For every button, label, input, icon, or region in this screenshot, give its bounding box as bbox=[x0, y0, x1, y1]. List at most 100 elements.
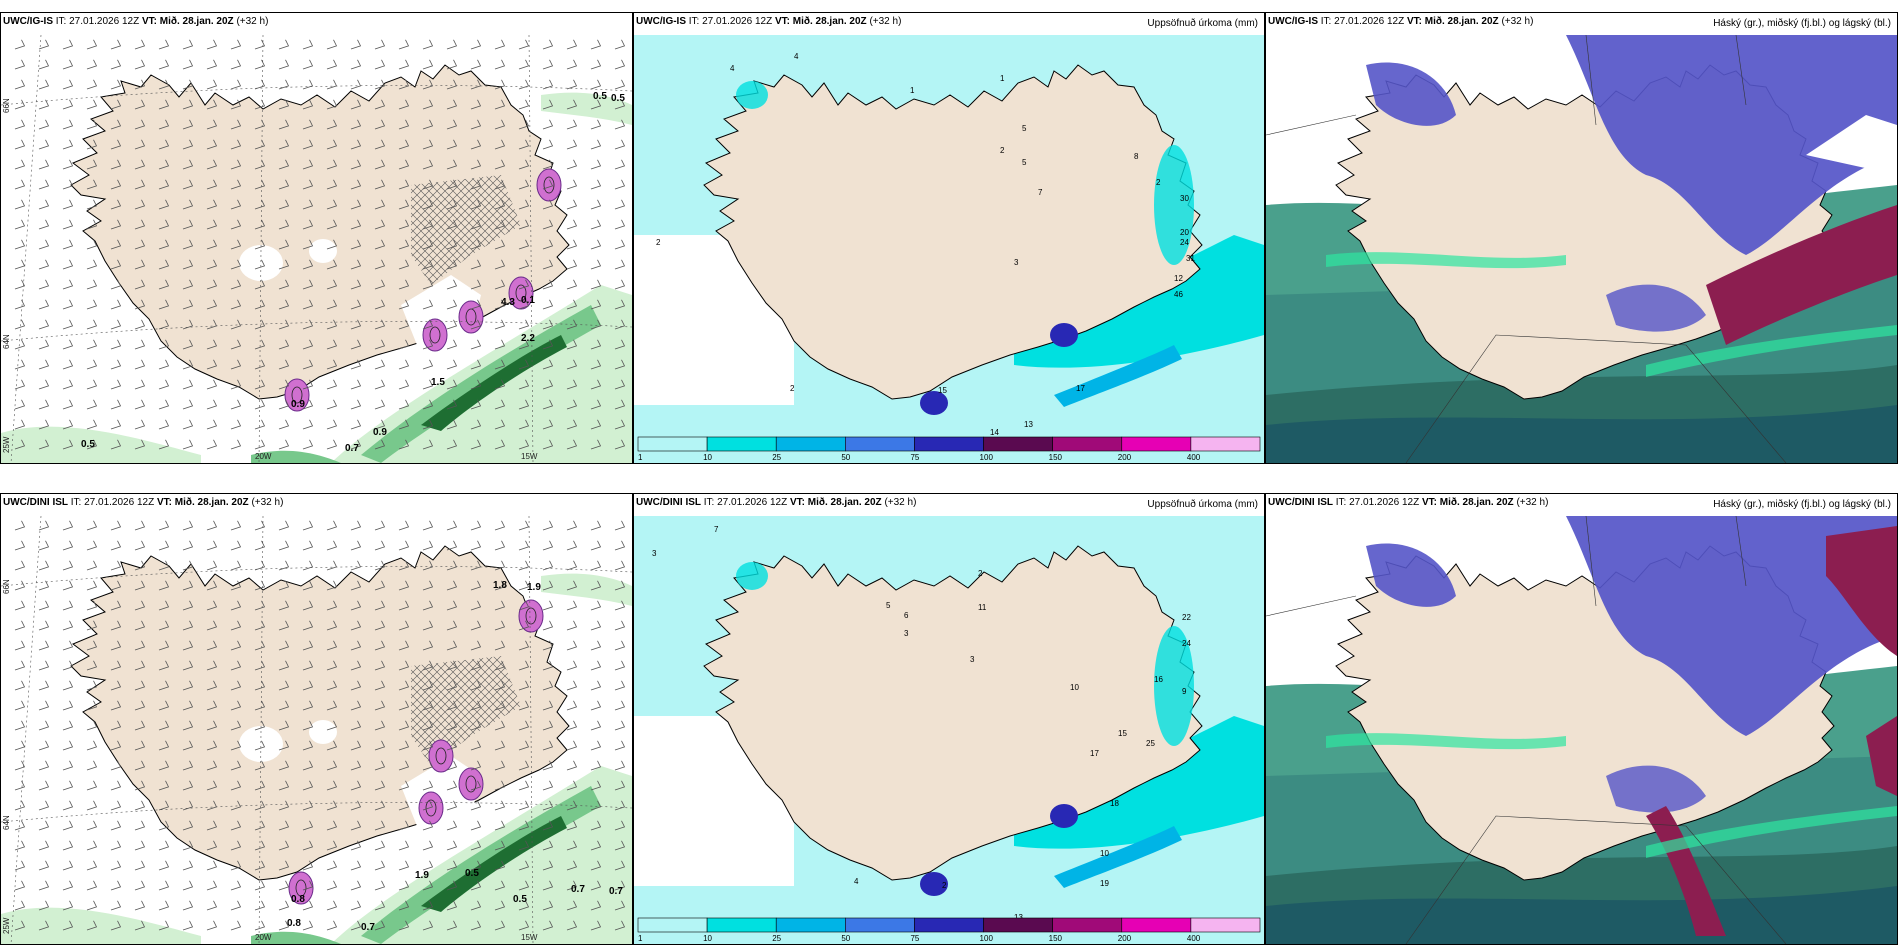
wind-barb bbox=[614, 219, 626, 230]
axis-label-66n: 66N bbox=[2, 98, 11, 113]
wind-barb bbox=[590, 159, 602, 170]
wind-barb bbox=[254, 780, 266, 791]
wind-barb bbox=[206, 680, 218, 691]
wind-barb bbox=[182, 740, 194, 751]
axis-label-25w: 25W bbox=[2, 917, 11, 934]
wind-barb bbox=[134, 760, 146, 771]
wind-barb bbox=[446, 139, 458, 150]
wind-barb bbox=[134, 640, 146, 651]
wind-barb bbox=[590, 560, 602, 571]
wind-barb bbox=[134, 880, 146, 891]
wind-barb bbox=[62, 800, 74, 811]
wind-barb bbox=[566, 800, 578, 811]
wind-barb bbox=[110, 259, 122, 270]
lat-line-64 bbox=[1, 321, 632, 342]
wind-barb bbox=[86, 319, 98, 330]
wind-barb bbox=[518, 600, 530, 611]
wind-barb bbox=[518, 359, 530, 370]
wind-barb bbox=[422, 159, 434, 170]
wind-barb bbox=[158, 600, 170, 611]
wind-barb bbox=[590, 439, 602, 450]
wind-barb bbox=[110, 800, 122, 811]
wind-barb bbox=[542, 319, 554, 330]
wind-barb bbox=[350, 219, 362, 230]
wind-barb bbox=[254, 660, 266, 671]
gust-core-ring bbox=[295, 879, 307, 897]
wind-barb bbox=[302, 279, 314, 290]
wind-barb bbox=[254, 159, 266, 170]
maroon-streak bbox=[1646, 806, 1726, 936]
wind-barb bbox=[278, 780, 290, 791]
wind-barb bbox=[350, 840, 362, 851]
wind-barb bbox=[446, 279, 458, 290]
valid-time: VT: Mið. 28.jan. 20Z bbox=[774, 16, 867, 27]
wind-barb bbox=[518, 159, 530, 170]
wind-barb bbox=[518, 720, 530, 731]
wind-barb bbox=[422, 780, 434, 791]
wind-barb bbox=[446, 179, 458, 190]
wind-barb bbox=[86, 620, 98, 631]
wind-barb bbox=[158, 780, 170, 791]
wind-barb bbox=[470, 580, 482, 591]
wind-barb bbox=[110, 79, 122, 90]
wind-barb bbox=[614, 199, 626, 210]
wind-barb bbox=[590, 399, 602, 410]
wind-barb bbox=[278, 239, 290, 250]
wind-label: 0.9 bbox=[373, 427, 387, 438]
wind-barb bbox=[422, 399, 434, 410]
wind-barb bbox=[494, 179, 506, 190]
wind-barb bbox=[158, 139, 170, 150]
wind-barb bbox=[422, 560, 434, 571]
wind-barb bbox=[62, 79, 74, 90]
wind-barb bbox=[518, 59, 530, 70]
colorbar-tick: 50 bbox=[841, 934, 850, 943]
wind-barb bbox=[110, 399, 122, 410]
wind-barb bbox=[398, 640, 410, 651]
wind-barb bbox=[422, 880, 434, 891]
wind-barb bbox=[14, 620, 26, 631]
wind-barb bbox=[422, 680, 434, 691]
wind-barb bbox=[182, 319, 194, 330]
wind-barb bbox=[206, 900, 218, 911]
init-time: IT: 27.01.2026 12Z bbox=[688, 16, 773, 27]
wind-barb bbox=[110, 660, 122, 671]
wind-barb bbox=[422, 319, 434, 330]
wind-barb bbox=[14, 680, 26, 691]
wind-barb bbox=[134, 700, 146, 711]
wind-barb bbox=[494, 159, 506, 170]
boundary-lines bbox=[1266, 516, 1787, 944]
wind-barb bbox=[326, 219, 338, 230]
wind-barb bbox=[86, 139, 98, 150]
precip-label: 7 bbox=[1038, 188, 1043, 197]
wind-barb bbox=[38, 319, 50, 330]
precip-label: 30 bbox=[1180, 194, 1189, 203]
wind-barb bbox=[278, 720, 290, 731]
wind-barb bbox=[374, 279, 386, 290]
lead-time: (+32 h) bbox=[251, 497, 284, 508]
init-time: IT: 27.01.2026 12Z bbox=[703, 497, 788, 508]
wind-barb bbox=[38, 600, 50, 611]
wind-barb bbox=[38, 840, 50, 851]
wind-barb bbox=[494, 880, 506, 891]
precip-sw bbox=[251, 931, 341, 944]
wind-barb bbox=[302, 299, 314, 310]
low-cloud-streak bbox=[1646, 806, 1897, 858]
wind-barb bbox=[590, 339, 602, 350]
wind-barb bbox=[302, 880, 314, 891]
wind-barb bbox=[254, 439, 266, 450]
precip-label: 3 bbox=[652, 549, 657, 558]
wind-barb bbox=[230, 159, 242, 170]
precip-label: 10 bbox=[1100, 849, 1109, 858]
wind-barb bbox=[350, 740, 362, 751]
wind-barb bbox=[518, 860, 530, 871]
wind-barb bbox=[398, 880, 410, 891]
precip-label: 2 bbox=[978, 569, 983, 578]
wind-barb bbox=[326, 600, 338, 611]
wind-barb bbox=[278, 59, 290, 70]
wind-barb bbox=[590, 800, 602, 811]
wind-barb bbox=[302, 39, 314, 50]
wind-barb bbox=[254, 600, 266, 611]
wind-barb bbox=[182, 580, 194, 591]
panel-header: UWC/IG-IS IT: 27.01.2026 12Z VT: Mið. 28… bbox=[3, 16, 268, 27]
wind-barb bbox=[494, 339, 506, 350]
